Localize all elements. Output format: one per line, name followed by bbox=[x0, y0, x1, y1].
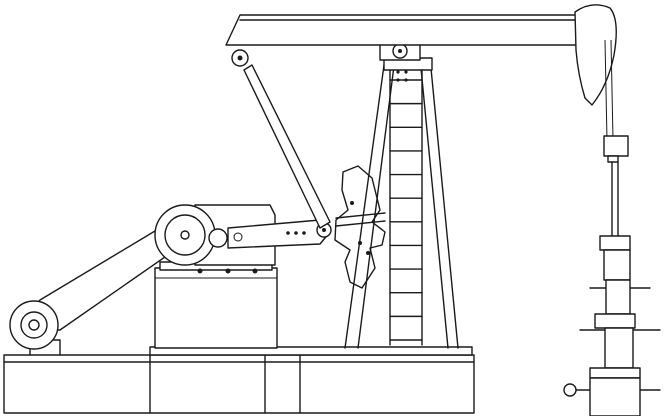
horse-head bbox=[574, 4, 617, 106]
carrier-bar bbox=[603, 135, 629, 157]
wellhead-valve-handle bbox=[563, 383, 577, 397]
ladder-rungs bbox=[389, 79, 423, 341]
gearbox bbox=[154, 204, 278, 349]
counterweight bbox=[334, 165, 386, 289]
samson-post bbox=[344, 41, 459, 349]
ladder bbox=[389, 69, 423, 346]
crank-arm bbox=[227, 219, 332, 249]
crank-wheel-hub bbox=[180, 230, 190, 240]
wellhead bbox=[563, 235, 661, 416]
front-support bbox=[9, 224, 176, 356]
crank-pin bbox=[208, 228, 228, 248]
pitman-arm bbox=[243, 64, 386, 229]
walking-beam bbox=[225, 14, 581, 67]
bridle bbox=[603, 39, 629, 237]
front-bearing-hub bbox=[28, 319, 40, 331]
base-skid bbox=[3, 346, 475, 414]
